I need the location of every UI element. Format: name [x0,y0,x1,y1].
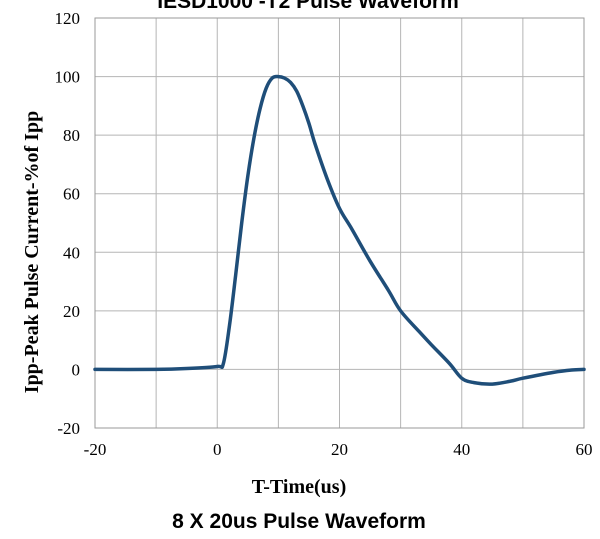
y-tick-label: 80 [63,126,80,145]
x-tick-label: 0 [213,440,222,459]
y-tick-label: -20 [57,419,80,438]
chart-caption: 8 X 20us Pulse Waveform [172,510,426,533]
y-tick-label: 100 [55,68,81,87]
x-tick-label: 40 [453,440,470,459]
x-tick-label: -20 [84,440,107,459]
y-tick-label: 40 [63,243,80,262]
y-tick-label: 60 [63,185,80,204]
grid-lines [94,17,585,429]
y-axis-title: Ipp-Peak Pulse Current-%of Ipp [21,111,43,393]
y-tick-label: 120 [55,9,81,28]
chart-title: IESD1000 -T2 Pulse Waveform [157,0,459,13]
x-axis-tick-labels: -20 0 20 40 60 [84,440,593,459]
x-tick-label: 20 [331,440,348,459]
y-tick-label: 0 [72,360,81,379]
series-line-pulse-current [93,74,586,386]
y-axis-tick-labels: -20 0 20 40 60 80 100 120 [55,9,81,438]
plot-area-frame [94,17,585,429]
x-tick-label: 60 [576,440,593,459]
x-axis-title: T-Time(us) [252,476,346,498]
y-tick-label: 20 [63,302,80,321]
